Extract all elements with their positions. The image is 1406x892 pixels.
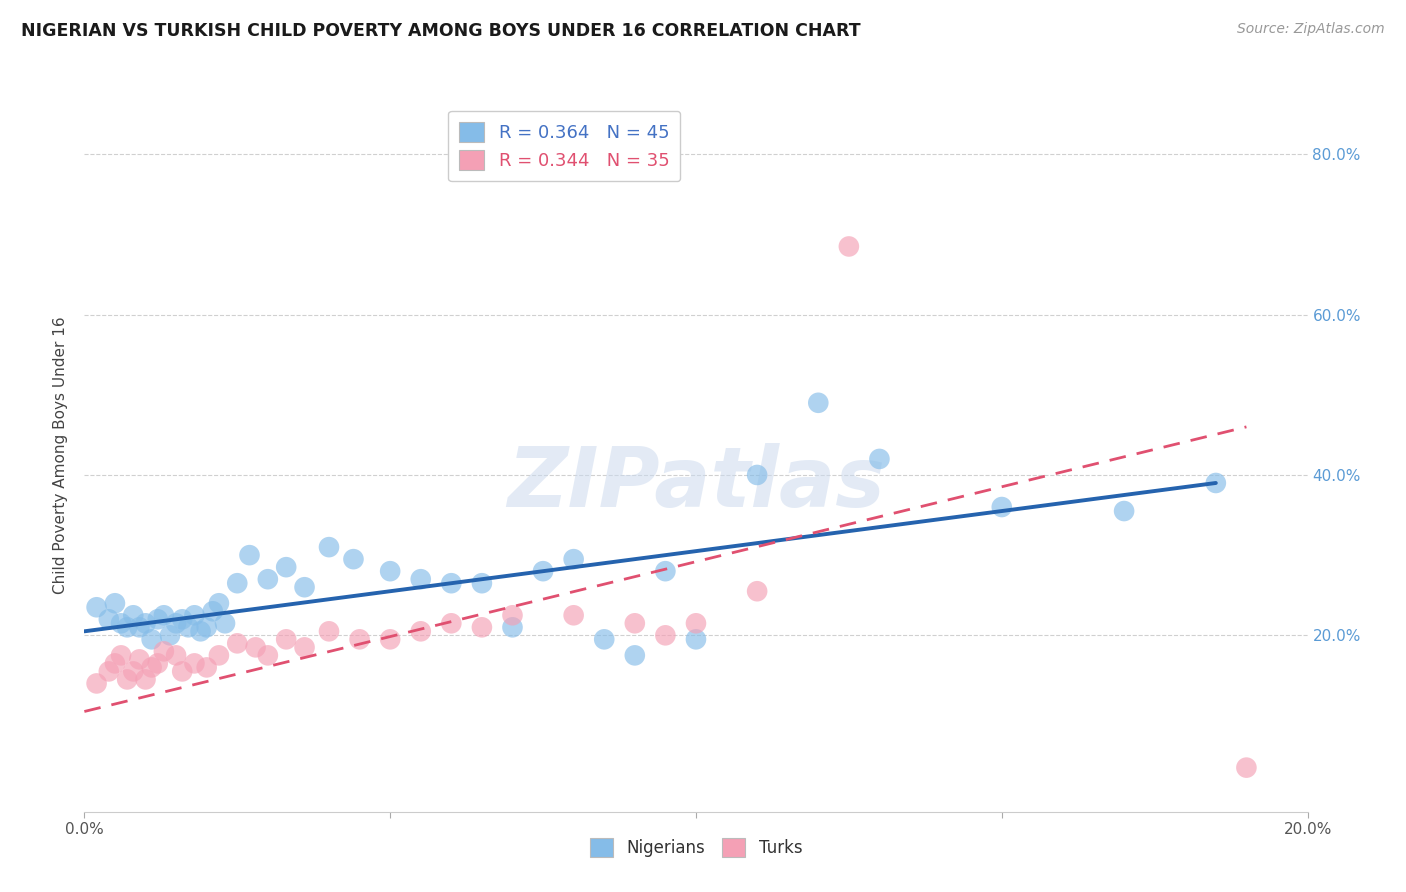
Point	[122, 665, 145, 679]
Point	[654, 564, 676, 578]
Point	[177, 620, 200, 634]
Point	[471, 576, 494, 591]
Point	[869, 451, 891, 466]
Point	[294, 640, 316, 655]
Point	[226, 636, 249, 650]
Point	[807, 396, 830, 410]
Point	[135, 673, 157, 687]
Point	[257, 648, 280, 663]
Point	[838, 239, 860, 253]
Point	[172, 612, 194, 626]
Point	[747, 467, 769, 482]
Point	[115, 673, 138, 687]
Point	[440, 576, 463, 591]
Point	[86, 676, 108, 690]
Point	[562, 608, 585, 623]
Point	[1114, 504, 1136, 518]
Point	[654, 628, 676, 642]
Point	[97, 665, 120, 679]
Point	[502, 608, 524, 623]
Point	[380, 564, 402, 578]
Y-axis label: Child Poverty Among Boys Under 16: Child Poverty Among Boys Under 16	[53, 316, 69, 594]
Point	[409, 624, 432, 639]
Legend: Nigerians, Turks: Nigerians, Turks	[583, 831, 808, 864]
Point	[115, 620, 138, 634]
Point	[214, 616, 236, 631]
Point	[104, 657, 127, 671]
Text: ZIPatlas: ZIPatlas	[508, 443, 884, 524]
Point	[1205, 475, 1227, 490]
Text: NIGERIAN VS TURKISH CHILD POVERTY AMONG BOYS UNDER 16 CORRELATION CHART: NIGERIAN VS TURKISH CHILD POVERTY AMONG …	[21, 22, 860, 40]
Point	[208, 648, 231, 663]
Point	[685, 616, 707, 631]
Point	[135, 616, 157, 631]
Point	[159, 628, 181, 642]
Point	[685, 632, 707, 647]
Point	[153, 644, 176, 658]
Point	[128, 620, 150, 634]
Point	[146, 657, 169, 671]
Point	[502, 620, 524, 634]
Point	[380, 632, 402, 647]
Point	[201, 604, 224, 618]
Point	[190, 624, 212, 639]
Point	[562, 552, 585, 566]
Point	[208, 596, 231, 610]
Point	[245, 640, 267, 655]
Point	[342, 552, 364, 566]
Point	[318, 540, 340, 554]
Point	[294, 580, 316, 594]
Point	[747, 584, 769, 599]
Point	[409, 572, 432, 586]
Point	[141, 632, 163, 647]
Point	[104, 596, 127, 610]
Point	[153, 608, 176, 623]
Point	[440, 616, 463, 631]
Point	[86, 600, 108, 615]
Point	[195, 620, 218, 634]
Point	[257, 572, 280, 586]
Point	[991, 500, 1014, 514]
Point	[97, 612, 120, 626]
Point	[226, 576, 249, 591]
Point	[1236, 761, 1258, 775]
Point	[183, 657, 205, 671]
Point	[165, 616, 187, 631]
Point	[318, 624, 340, 639]
Point	[624, 616, 647, 631]
Point	[276, 632, 298, 647]
Point	[110, 648, 132, 663]
Point	[471, 620, 494, 634]
Point	[110, 616, 132, 631]
Point	[141, 660, 163, 674]
Text: Source: ZipAtlas.com: Source: ZipAtlas.com	[1237, 22, 1385, 37]
Point	[165, 648, 187, 663]
Point	[531, 564, 554, 578]
Point	[195, 660, 218, 674]
Point	[276, 560, 298, 574]
Point	[183, 608, 205, 623]
Point	[122, 608, 145, 623]
Point	[172, 665, 194, 679]
Point	[146, 612, 169, 626]
Point	[238, 548, 260, 562]
Point	[349, 632, 371, 647]
Point	[593, 632, 616, 647]
Point	[128, 652, 150, 666]
Point	[624, 648, 647, 663]
